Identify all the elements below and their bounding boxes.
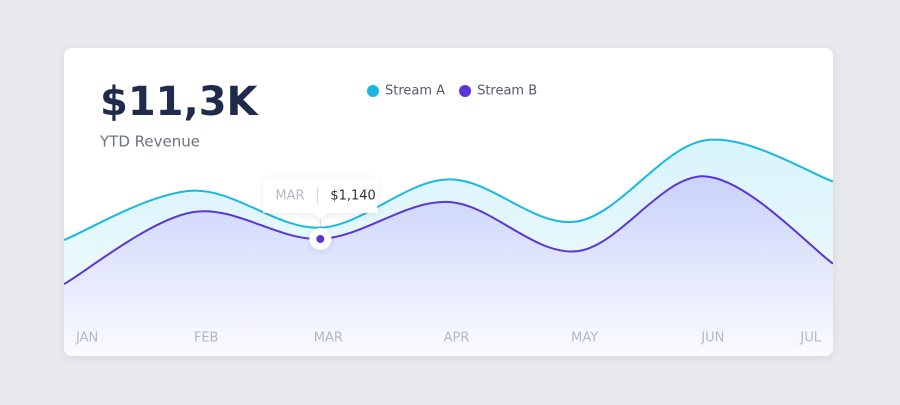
legend-swatch [367, 85, 379, 97]
x-tick-label: APR [444, 331, 470, 346]
tooltip-box [263, 178, 378, 219]
legend-swatch [459, 85, 472, 97]
area [64, 176, 833, 356]
tooltip: MAR $1,140 [263, 178, 378, 250]
x-tick-label: JUL [799, 331, 821, 346]
kpi-label: YTD Revenue [99, 133, 200, 151]
x-tick-label: JUN [700, 331, 724, 346]
line [64, 175, 833, 286]
x-tick-label: MAY [571, 331, 598, 346]
x-tick-label: MAR [314, 331, 343, 346]
marker [316, 234, 325, 243]
x-tick-label: FEB [194, 331, 219, 346]
tooltip-category: MAR [275, 189, 304, 204]
x-tick-label: JAN [75, 331, 98, 346]
legend: Stream A Stream B [367, 84, 537, 99]
line [64, 138, 833, 241]
plot: JAN FEB MAR APR MAY JUN JUL [64, 138, 833, 356]
legend-label: Stream B [477, 84, 537, 99]
legend-label: Stream A [385, 84, 445, 99]
kpi-value: $11,3K [100, 79, 260, 125]
tooltip-value: $1,140 [330, 189, 376, 204]
